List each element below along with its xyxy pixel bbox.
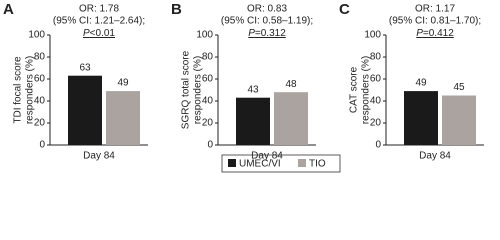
annotation: P=0.412 bbox=[416, 28, 454, 39]
y-tick-label: 100 bbox=[28, 30, 45, 41]
legend-swatch bbox=[228, 159, 236, 167]
y-tick-label: 60 bbox=[34, 74, 46, 85]
y-tick-label: 20 bbox=[370, 118, 382, 129]
annotation: (95% CI: 1.21–2.64); bbox=[53, 16, 145, 27]
y-tick-label: 60 bbox=[202, 74, 214, 85]
legend-frame bbox=[221, 154, 341, 173]
y-tick-label: 0 bbox=[375, 140, 381, 151]
y-tick-label: 100 bbox=[364, 30, 381, 41]
p-symbol: P bbox=[83, 28, 90, 39]
bar bbox=[106, 91, 140, 145]
annotation: OR: 0.83 bbox=[247, 4, 287, 15]
bar bbox=[274, 92, 308, 145]
annotation: P<0.01 bbox=[83, 28, 115, 39]
legend-label: TIO bbox=[309, 159, 326, 170]
y-tick-label: 80 bbox=[370, 52, 382, 63]
p-rest: =0.312 bbox=[255, 28, 286, 39]
panel-label: A bbox=[3, 1, 14, 18]
y-tick-label: 80 bbox=[34, 52, 46, 63]
x-tick-label: Day 84 bbox=[251, 151, 283, 162]
y-axis-label: responders (%) bbox=[361, 56, 372, 124]
y-tick-label: 80 bbox=[202, 52, 214, 63]
value-label: 49 bbox=[117, 78, 129, 89]
p-rest: <0.01 bbox=[90, 28, 116, 39]
p-symbol: P bbox=[248, 28, 255, 39]
x-tick-label: Day 84 bbox=[83, 151, 115, 162]
bar bbox=[68, 75, 102, 145]
y-axis-label: TDI focal score bbox=[13, 56, 24, 124]
y-tick-label: 60 bbox=[370, 74, 382, 85]
annotation: P=0.312 bbox=[248, 28, 286, 39]
annotation: OR: 1.78 bbox=[79, 4, 119, 15]
annotation: (95% CI: 0.81–1.70); bbox=[389, 16, 481, 27]
annotation: OR: 1.17 bbox=[415, 4, 455, 15]
x-tick-label: Day 84 bbox=[419, 151, 451, 162]
y-axis-label: responders (%) bbox=[25, 56, 36, 124]
y-axis-label: responders (%) bbox=[193, 56, 204, 124]
y-tick-label: 40 bbox=[34, 96, 46, 107]
p-rest: =0.412 bbox=[423, 28, 454, 39]
annotation: (95% CI: 0.58–1.19); bbox=[221, 16, 313, 27]
value-label: 48 bbox=[285, 79, 297, 90]
value-label: 63 bbox=[79, 62, 91, 73]
y-tick-label: 20 bbox=[202, 118, 214, 129]
bar bbox=[236, 97, 270, 145]
y-axis-label: CAT score bbox=[349, 66, 360, 113]
value-label: 43 bbox=[247, 84, 259, 95]
legend-swatch bbox=[298, 159, 306, 167]
panel-label: C bbox=[339, 1, 350, 18]
legend-label: UMEC/VI bbox=[239, 159, 281, 170]
y-tick-label: 0 bbox=[207, 140, 213, 151]
y-tick-label: 100 bbox=[196, 30, 213, 41]
panel-label: B bbox=[171, 1, 182, 18]
p-symbol: P bbox=[416, 28, 423, 39]
y-tick-label: 40 bbox=[370, 96, 382, 107]
y-axis-label: SGRQ total score bbox=[181, 50, 192, 129]
value-label: 45 bbox=[453, 82, 465, 93]
bar bbox=[404, 91, 438, 145]
y-tick-label: 40 bbox=[202, 96, 214, 107]
y-tick-label: 20 bbox=[34, 118, 46, 129]
value-label: 49 bbox=[415, 78, 427, 89]
bar bbox=[442, 95, 476, 145]
y-tick-label: 0 bbox=[39, 140, 45, 151]
